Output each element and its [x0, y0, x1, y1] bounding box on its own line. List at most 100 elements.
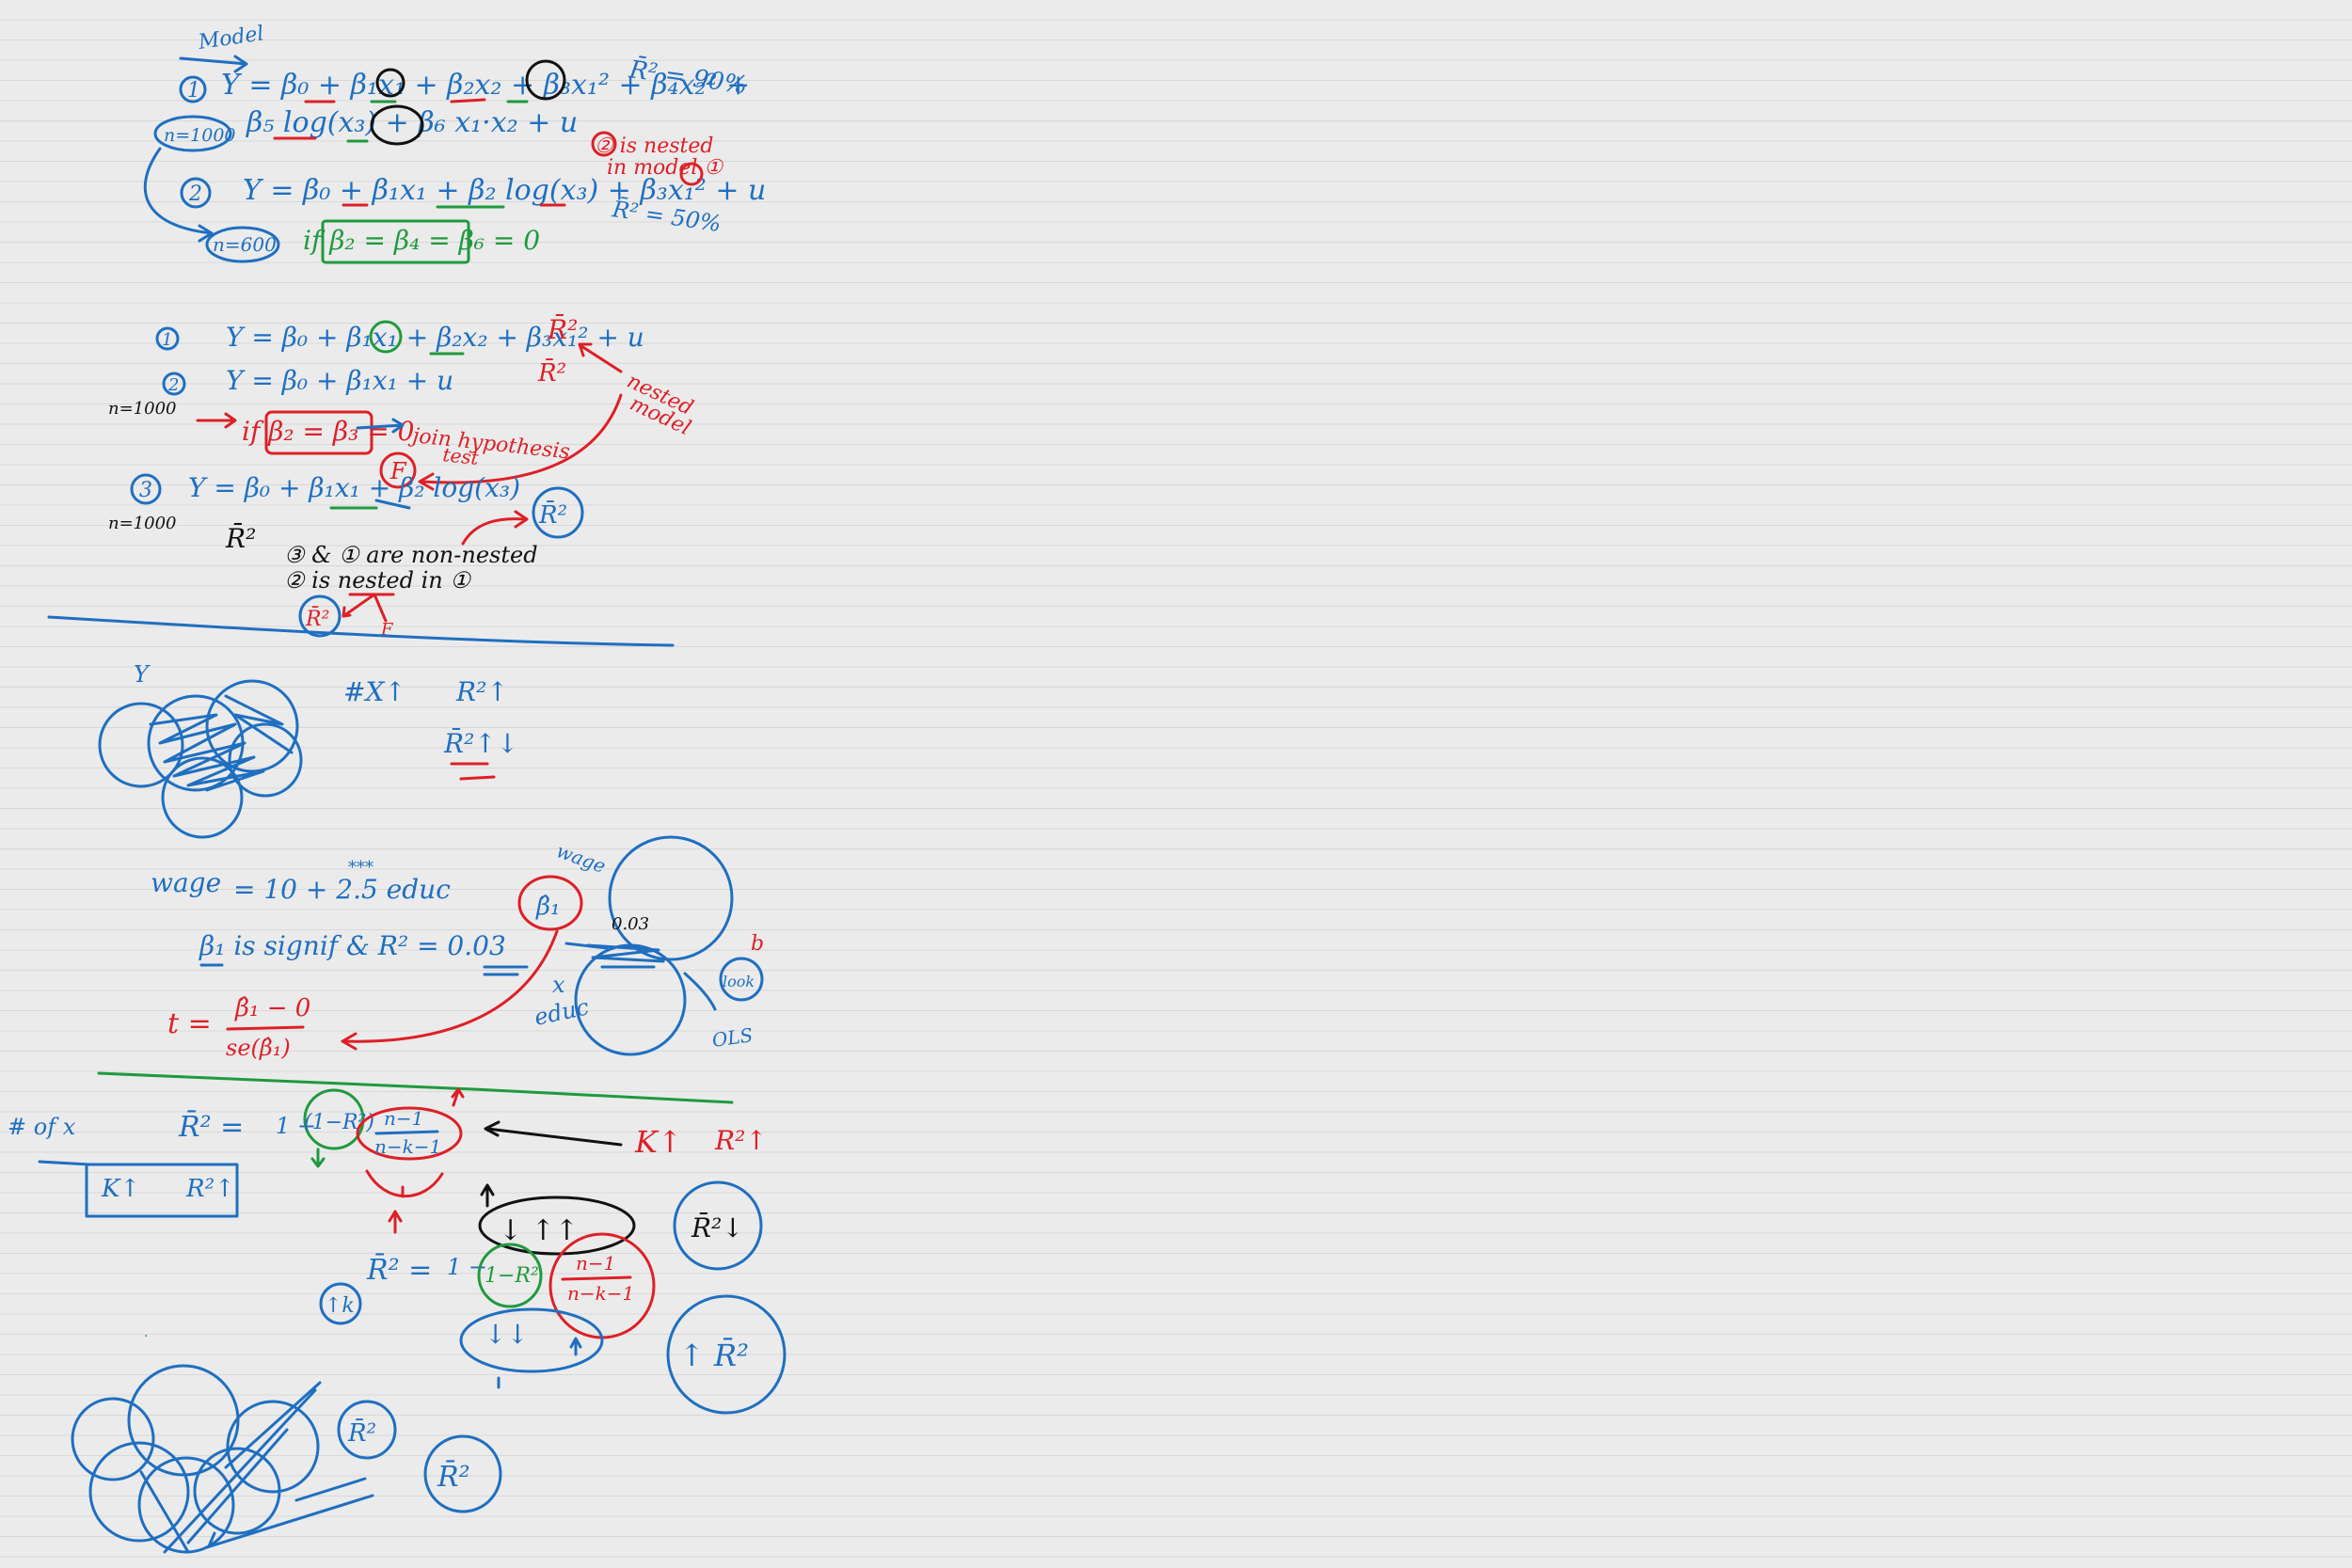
down-down: ↓↓: [485, 1319, 529, 1350]
fraction-num: n−1: [384, 1107, 423, 1130]
venn-wage-circle: [608, 835, 734, 961]
r2-second: R̄²: [537, 357, 566, 388]
venn3-r2-2: R̄²: [437, 1460, 470, 1494]
venn3-circle-b: [127, 1364, 240, 1477]
formula2-num: n−1: [576, 1252, 615, 1275]
formula2-bar: [561, 1275, 632, 1281]
formula2-green-circle: [477, 1243, 543, 1308]
joint-test-arrow-icon: [356, 418, 405, 434]
r2bar-up: ↑ R̄²: [679, 1338, 749, 1373]
divider-blue: [47, 615, 675, 647]
s2-model2-num: 2: [167, 375, 179, 395]
t-numerator: β̂₁ − 0: [234, 994, 310, 1022]
venn1-r2-up: R²↑: [455, 676, 509, 707]
model1-green-underlines: [346, 100, 529, 143]
s2-model3-circle: [130, 473, 162, 505]
x-count-arrow-icon: [38, 1160, 91, 1166]
fraction-den: n−k−1: [374, 1135, 441, 1158]
nested-note-circle-1: [679, 162, 704, 186]
venn1-y: Y: [134, 661, 151, 688]
venn3-circle-e: [137, 1456, 235, 1554]
venn2-arrow-icon: [683, 972, 717, 1011]
restriction-1: if β₂ = β₄ = β₆ = 0: [303, 225, 540, 256]
r2-top: R̄²: [547, 313, 578, 345]
restriction-2: if β₂ = β₃ = 0: [242, 416, 414, 447]
back-arrow-icon: [484, 1120, 623, 1147]
s2-model2-circle: [162, 372, 186, 396]
venn1-shading: [149, 694, 294, 792]
section-3-wage: wage = 10 + 2.5 educ *** β₁ is signif & …: [97, 835, 764, 1104]
section-2-nested: 1 Y = β₀ + β₁x₁ + β₂x₂ + β₃x₁² + u 2 Y =…: [47, 313, 696, 647]
x2-circle-1: [375, 68, 405, 98]
s2-model2-eq: Y = β₀ + β₁x₁ + u: [226, 365, 453, 396]
restriction-1-box: [321, 219, 470, 264]
signif-line: β₁ is signif & R² = 0.03: [199, 930, 506, 961]
wage-eq-lhs: wage: [151, 867, 221, 898]
n600-circle: [205, 226, 280, 263]
venn1-circle-d: [161, 756, 244, 839]
s2-model3-eq: Y = β₀ + β₁x₁ + β₂ log(x₃): [188, 472, 520, 503]
wage-stars: ***: [348, 858, 373, 878]
box-r2: R²↑: [185, 1175, 235, 1203]
nested-arrows-icon: [342, 593, 388, 623]
overlap-value: 0.03: [612, 914, 649, 934]
formula2-den: n−k−1: [567, 1282, 634, 1305]
beta-to-overlap-arrow-icon: [564, 942, 609, 950]
venn3-circle-c: [226, 1400, 320, 1494]
interaction-circle: [370, 104, 424, 146]
red-up-arrow-2-icon: [388, 1210, 403, 1234]
beta-hat-circle: [517, 875, 583, 931]
t-denominator: se(β̂₁): [226, 1035, 291, 1061]
restriction-2-box: [264, 410, 373, 455]
wage-eq-rhs: = 10 + 2.5 educ: [233, 874, 451, 905]
r2bar-down-circle: [673, 1180, 763, 1271]
red-up-arrow-icon: [451, 1087, 465, 1107]
venn1-circle-y: [98, 702, 184, 788]
s2-x2-circle: [369, 320, 403, 354]
formula-lhs: R̄² =: [178, 1110, 244, 1144]
model-label: Model: [196, 22, 265, 55]
venn1-r2bar-updown: R̄²↑↓: [443, 727, 518, 759]
venn2-shading: [586, 943, 665, 969]
divider-green: [97, 1071, 734, 1104]
model1-underlines: [273, 98, 486, 140]
formula2-lhs: R̄² =: [366, 1253, 432, 1287]
venn3-r2-circle-1: [337, 1400, 397, 1460]
s2-r2-left: R̄²: [225, 522, 256, 554]
t-fraction-bar: [226, 1025, 305, 1031]
k-up: K↑: [634, 1124, 683, 1160]
look-circle: [719, 957, 764, 1002]
look-label: look: [723, 973, 755, 990]
s2-model3-num: 3: [139, 479, 152, 502]
venn3-lines: [139, 1381, 374, 1554]
r2-circle: [532, 486, 584, 539]
box-k: K↑: [101, 1175, 140, 1203]
f-label: F: [389, 458, 407, 484]
model2-number: 2: [188, 182, 202, 206]
model1-equation-line2: β₅ log(x₃) + β₆ x₁·x₂ + u: [246, 106, 578, 139]
x-label: x: [552, 972, 565, 998]
x-count-label: # of x: [8, 1114, 76, 1140]
nested-note-circle-2: [591, 131, 617, 157]
venn-diagram-1: Y #X↑ R²↑ R̄²↑↓: [98, 661, 518, 839]
venn3-circle-a: [71, 1397, 155, 1481]
joint-test-line1: join hypothesis: [406, 424, 571, 465]
t-stat-lhs: t =: [167, 1007, 212, 1040]
b-label: b: [751, 932, 764, 956]
to-r2-arrow-icon: [578, 342, 623, 373]
n-arrow-icon: [143, 147, 214, 243]
venn3-circle-f: [193, 1447, 281, 1535]
beta-hat-label: β̂₁: [535, 893, 560, 921]
k-up-circle-label: ↑k: [325, 1294, 355, 1318]
model1-equation-line1: Y = β₀ + β₁x₁ + β₂x₂ + β₃x₁² + β₄x₂² +: [221, 69, 750, 102]
green-down-arrow-icon: [310, 1148, 326, 1168]
s2-n-third: n=1000: [108, 514, 176, 533]
venn1-circle-b: [205, 679, 299, 773]
other-label: OLS: [710, 1023, 754, 1052]
model2-equation: Y = β₀ + β₁x₁ + β₂ log(x₃) + β₃x₁² + u: [243, 174, 766, 207]
one-minus-r2-circle: [303, 1088, 365, 1150]
r2-small-circle: [298, 594, 342, 638]
down-down-arrows-icon: [497, 1337, 582, 1389]
to-r2circle-arrow-icon: [461, 510, 529, 546]
